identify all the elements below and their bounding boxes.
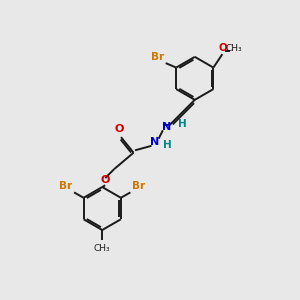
Text: Br: Br <box>132 181 145 191</box>
Text: CH₃: CH₃ <box>225 44 242 53</box>
Text: Br: Br <box>59 181 72 191</box>
Text: N: N <box>162 122 171 132</box>
Text: CH₃: CH₃ <box>94 244 110 253</box>
Text: H: H <box>178 119 186 129</box>
Text: H: H <box>163 140 172 150</box>
Text: Br: Br <box>151 52 164 61</box>
Text: O: O <box>115 124 124 134</box>
Text: O: O <box>100 175 110 185</box>
Text: O: O <box>218 43 227 53</box>
Text: N: N <box>151 137 160 147</box>
